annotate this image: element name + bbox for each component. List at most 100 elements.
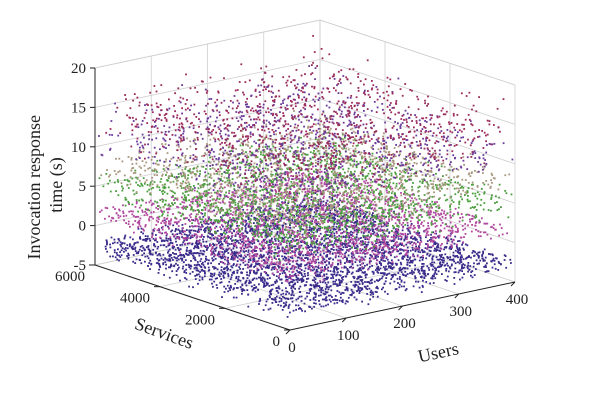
data-point <box>255 262 257 265</box>
data-point <box>369 229 372 232</box>
data-point <box>371 226 374 229</box>
data-point <box>298 246 301 249</box>
data-point <box>145 212 148 214</box>
data-point <box>196 261 199 263</box>
data-point <box>354 283 357 286</box>
data-point <box>119 251 121 253</box>
data-point <box>380 277 383 280</box>
data-point <box>241 288 244 290</box>
data-point <box>290 267 293 270</box>
data-point <box>205 255 207 258</box>
data-point <box>377 271 380 274</box>
data-point <box>292 294 295 297</box>
data-point <box>214 199 217 202</box>
data-point <box>439 258 441 261</box>
data-point <box>462 258 465 261</box>
data-point <box>373 223 375 226</box>
data-point <box>173 264 176 267</box>
data-point <box>344 275 347 278</box>
data-point <box>196 230 199 233</box>
data-point <box>439 217 441 220</box>
data-point <box>336 196 338 199</box>
data-point <box>422 279 424 282</box>
data-point <box>435 267 437 270</box>
data-point <box>362 262 364 265</box>
data-point <box>376 285 378 288</box>
data-point <box>183 239 186 242</box>
data-point <box>364 240 367 243</box>
data-point <box>276 247 279 250</box>
data-point <box>405 252 408 255</box>
data-point <box>163 240 166 242</box>
data-point <box>220 240 222 243</box>
data-point <box>353 245 355 247</box>
data-point <box>294 193 297 196</box>
data-point <box>319 227 321 230</box>
data-point <box>132 210 134 213</box>
data-point <box>211 257 214 260</box>
data-point <box>260 274 262 277</box>
data-point <box>249 272 251 275</box>
data-point <box>333 242 336 245</box>
data-point <box>399 266 402 269</box>
data-point <box>446 242 449 245</box>
data-point <box>410 216 413 219</box>
data-point <box>294 177 297 180</box>
data-point <box>299 257 301 260</box>
data-point <box>466 267 469 270</box>
data-point <box>276 280 278 283</box>
data-point <box>206 221 208 224</box>
data-point <box>431 255 434 258</box>
data-point <box>133 231 135 234</box>
data-point <box>401 210 404 213</box>
data-point <box>395 248 398 250</box>
data-point <box>234 219 236 222</box>
data-point <box>459 260 462 263</box>
data-point <box>242 232 244 235</box>
data-point <box>106 250 109 253</box>
data-point <box>338 259 341 262</box>
data-point <box>448 225 450 228</box>
data-point <box>281 228 284 231</box>
data-point <box>253 277 256 280</box>
data-point <box>218 193 220 196</box>
data-point <box>203 220 206 223</box>
data-point <box>491 259 494 262</box>
data-point <box>146 214 149 216</box>
data-point <box>207 266 210 269</box>
data-point <box>239 243 242 245</box>
data-point <box>315 283 317 286</box>
data-point <box>403 202 406 205</box>
data-point <box>308 305 310 308</box>
data-point <box>201 253 204 256</box>
data-point <box>375 291 378 293</box>
data-point <box>264 241 266 244</box>
data-point <box>376 259 379 262</box>
data-point <box>416 220 419 223</box>
data-point <box>378 261 381 263</box>
data-point <box>292 286 295 289</box>
data-point <box>260 180 263 183</box>
data-point <box>349 294 352 296</box>
data-point <box>145 239 148 242</box>
data-point <box>340 252 342 254</box>
data-point <box>214 250 217 252</box>
data-point <box>395 246 398 248</box>
data-point <box>350 281 353 283</box>
data-point <box>271 241 274 243</box>
data-point <box>312 258 315 261</box>
data-point <box>281 226 284 229</box>
data-point <box>210 248 213 250</box>
data-point <box>194 246 196 248</box>
data-point <box>369 265 371 268</box>
data-point <box>195 267 198 269</box>
data-point <box>471 276 474 279</box>
data-point <box>226 242 229 245</box>
data-point <box>190 252 193 255</box>
data-point <box>125 249 127 252</box>
data-point <box>115 212 118 214</box>
data-point <box>346 232 349 234</box>
data-point <box>235 218 238 221</box>
data-point <box>142 232 144 235</box>
data-point <box>220 278 223 280</box>
